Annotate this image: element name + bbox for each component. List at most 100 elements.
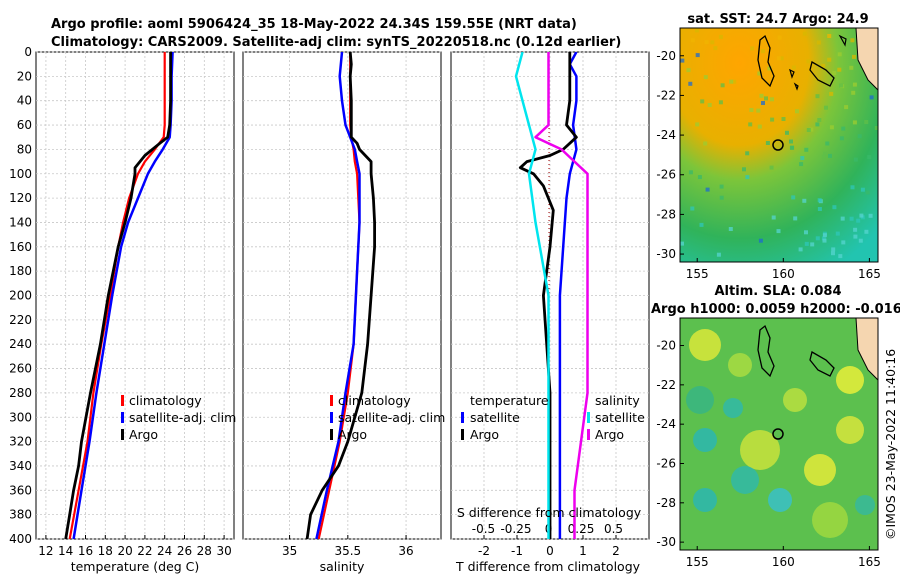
map-y-tick-label: -30 bbox=[656, 535, 676, 549]
y-tick-label: 180 bbox=[9, 264, 32, 278]
sst-cell bbox=[821, 154, 826, 159]
sst-cell bbox=[868, 213, 873, 218]
legend-sal-argo-label: Argo bbox=[595, 427, 624, 442]
sst-cell bbox=[703, 141, 708, 146]
sst-cell bbox=[827, 34, 832, 38]
y-tick-label: 240 bbox=[9, 337, 32, 351]
sst-cell bbox=[700, 99, 705, 104]
series-line-temperature-satellite bbox=[558, 52, 578, 539]
legend-climatology-label: climatology bbox=[338, 393, 411, 408]
x-tick-label: 36 bbox=[398, 544, 413, 558]
sst-cell bbox=[822, 233, 827, 238]
coastline-island bbox=[809, 351, 835, 377]
x-tick-label: -2 bbox=[478, 544, 490, 558]
legend-argo-label: Argo bbox=[338, 427, 367, 442]
sst-cell bbox=[806, 128, 811, 132]
imos-watermark: ©IMOS 23-May-2022 11:40:16 bbox=[883, 349, 898, 540]
sst-cell bbox=[756, 108, 761, 113]
sla-map-title-line2: Argo h1000: 0.0059 h2000: -0.016 bbox=[651, 302, 900, 317]
sst-cell bbox=[718, 100, 723, 105]
sst-cell bbox=[822, 238, 827, 243]
sst-cell bbox=[816, 40, 821, 45]
sla-blob bbox=[836, 416, 864, 444]
map-y-tick-label: -26 bbox=[656, 168, 676, 182]
map-y-tick-label: -28 bbox=[656, 496, 676, 510]
sst-cell bbox=[695, 53, 700, 58]
sla-blob bbox=[731, 466, 759, 494]
sst-cell bbox=[853, 157, 858, 162]
sla-blob bbox=[686, 386, 714, 414]
sst-cell bbox=[690, 206, 695, 211]
series-line-argo bbox=[64, 52, 173, 539]
salinity-legend: climatology satellite-adj. clim Argo bbox=[330, 393, 445, 442]
x-tick-label: 26 bbox=[177, 544, 192, 558]
x-tick-label: 30 bbox=[216, 544, 231, 558]
sst-cell bbox=[791, 195, 796, 200]
sst-cell bbox=[852, 82, 857, 87]
sst-cell bbox=[680, 58, 685, 63]
top-tick-label: -0.5 bbox=[472, 522, 495, 536]
sst-map-panel: sat. SST: 24.7 Argo: 24.9 155 160 165 -20 -2… bbox=[656, 12, 880, 281]
y-tick-label: 140 bbox=[9, 215, 32, 229]
sst-cell bbox=[720, 83, 725, 88]
sla-blob bbox=[783, 388, 807, 412]
sst-cell bbox=[804, 147, 809, 152]
sla-blob bbox=[804, 454, 836, 486]
y-tick-label: 360 bbox=[9, 483, 32, 497]
sst-cell bbox=[789, 139, 793, 144]
sst-cell bbox=[770, 117, 775, 122]
sla-blob bbox=[723, 398, 743, 418]
sst-field bbox=[680, 28, 878, 262]
sst-cell bbox=[729, 79, 734, 84]
sst-cell bbox=[829, 91, 834, 96]
sst-cell bbox=[810, 242, 815, 247]
legend-argo-swatch bbox=[121, 429, 124, 440]
sla-map-ticks: 155 160 165 -20 -22 -24 -26 -28 -30 bbox=[656, 339, 880, 569]
sst-cell bbox=[823, 151, 827, 156]
sst-cell bbox=[742, 167, 746, 172]
temperature-grid bbox=[36, 51, 234, 540]
sst-cell bbox=[779, 56, 784, 61]
series-line-satellite-adj-clim bbox=[315, 52, 361, 539]
sst-cell bbox=[697, 175, 702, 180]
sst-cell bbox=[688, 170, 693, 175]
difference-legend: temperature satellite Argo salinity sate… bbox=[461, 393, 645, 442]
salinity-series bbox=[305, 52, 377, 539]
sst-cell bbox=[732, 79, 737, 84]
map-y-tick-label: -24 bbox=[656, 417, 676, 431]
sst-cell bbox=[850, 38, 855, 43]
sst-cell bbox=[764, 96, 768, 101]
australia-coast bbox=[855, 28, 878, 91]
x-tick-label: 0 bbox=[546, 544, 554, 558]
series-line-temperature-argo bbox=[518, 52, 578, 539]
sst-cell bbox=[713, 46, 718, 51]
series-line-climatology bbox=[68, 52, 166, 539]
figure-title-line1: Argo profile: aoml 5906424_35 18-May-202… bbox=[51, 17, 577, 32]
sst-cell bbox=[817, 118, 822, 122]
sla-map-frame bbox=[679, 317, 879, 551]
sst-cell bbox=[718, 34, 723, 39]
sst-cell bbox=[867, 155, 872, 160]
difference-x-label: T difference from climatology bbox=[455, 559, 641, 574]
sst-cell bbox=[776, 56, 781, 61]
map-y-tick-label: -20 bbox=[656, 49, 676, 63]
coastline-new-caledonia bbox=[757, 34, 775, 88]
map-x-tick-label: 160 bbox=[772, 267, 795, 281]
sst-cell bbox=[815, 94, 820, 99]
map-y-tick-label: -22 bbox=[656, 378, 676, 392]
sst-cell bbox=[799, 162, 804, 167]
legend-sal-satellite-swatch bbox=[587, 412, 590, 423]
sst-cell bbox=[864, 120, 869, 124]
y-tick-label: 200 bbox=[9, 289, 32, 303]
sst-map-frame bbox=[679, 27, 879, 263]
difference-top-x-label: S difference from climatology bbox=[457, 505, 642, 520]
sst-cell bbox=[790, 145, 795, 150]
sst-cell bbox=[798, 247, 803, 252]
sst-cell bbox=[829, 125, 834, 130]
sst-cell bbox=[748, 122, 753, 127]
sst-cell bbox=[840, 216, 845, 221]
sst-cell bbox=[841, 126, 846, 131]
sst-cell bbox=[769, 165, 774, 170]
sst-cell bbox=[852, 120, 857, 125]
